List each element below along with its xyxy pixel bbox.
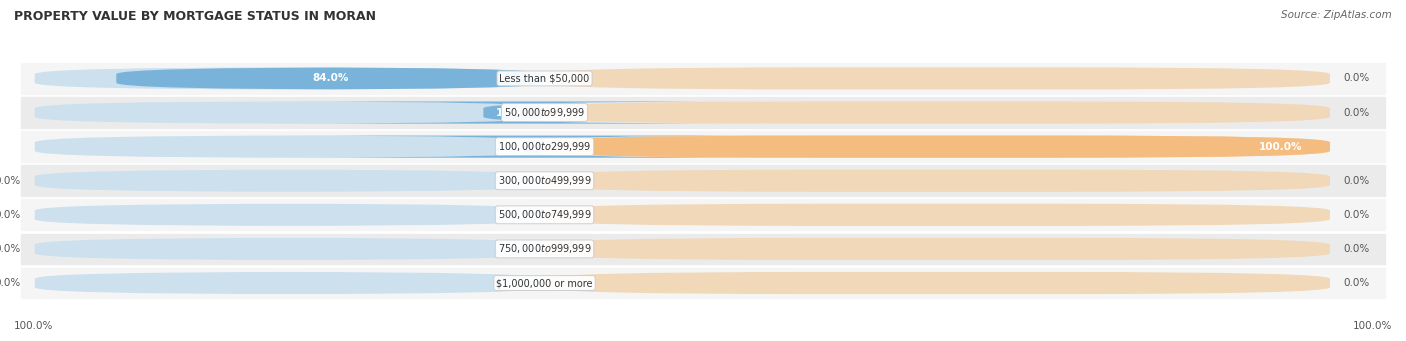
Text: 100.0%: 100.0% bbox=[1258, 142, 1302, 152]
Text: $50,000 to $99,999: $50,000 to $99,999 bbox=[503, 106, 585, 119]
FancyBboxPatch shape bbox=[544, 136, 1330, 158]
Text: 0.0%: 0.0% bbox=[0, 176, 21, 186]
Text: 100.0%: 100.0% bbox=[14, 321, 53, 331]
FancyBboxPatch shape bbox=[269, 102, 759, 124]
Text: 0.0%: 0.0% bbox=[1344, 244, 1369, 254]
FancyBboxPatch shape bbox=[35, 204, 544, 226]
FancyBboxPatch shape bbox=[544, 204, 1330, 226]
FancyBboxPatch shape bbox=[35, 272, 544, 294]
Text: 0.0%: 0.0% bbox=[0, 210, 21, 220]
FancyBboxPatch shape bbox=[35, 102, 544, 124]
Text: 0.0%: 0.0% bbox=[1344, 278, 1369, 288]
FancyBboxPatch shape bbox=[35, 68, 544, 90]
Text: $500,000 to $749,999: $500,000 to $749,999 bbox=[498, 208, 592, 221]
Text: Less than $50,000: Less than $50,000 bbox=[499, 73, 589, 84]
FancyBboxPatch shape bbox=[117, 68, 544, 90]
FancyBboxPatch shape bbox=[544, 68, 1330, 90]
FancyBboxPatch shape bbox=[35, 170, 544, 192]
FancyBboxPatch shape bbox=[544, 102, 1330, 124]
Text: 100.0%: 100.0% bbox=[1353, 321, 1392, 331]
Text: PROPERTY VALUE BY MORTGAGE STATUS IN MORAN: PROPERTY VALUE BY MORTGAGE STATUS IN MOR… bbox=[14, 10, 375, 23]
FancyBboxPatch shape bbox=[35, 136, 544, 158]
Text: Source: ZipAtlas.com: Source: ZipAtlas.com bbox=[1281, 10, 1392, 20]
FancyBboxPatch shape bbox=[544, 272, 1330, 294]
FancyBboxPatch shape bbox=[35, 238, 544, 260]
Text: 0.0%: 0.0% bbox=[0, 278, 21, 288]
Text: 0.0%: 0.0% bbox=[1344, 176, 1369, 186]
Text: $1,000,000 or more: $1,000,000 or more bbox=[496, 278, 593, 288]
FancyBboxPatch shape bbox=[544, 238, 1330, 260]
Text: 84.0%: 84.0% bbox=[312, 73, 349, 84]
Text: 0.0%: 0.0% bbox=[0, 244, 21, 254]
FancyBboxPatch shape bbox=[544, 170, 1330, 192]
FancyBboxPatch shape bbox=[544, 136, 1330, 158]
Text: 0.0%: 0.0% bbox=[1344, 107, 1369, 118]
Text: 4.0%: 4.0% bbox=[520, 142, 548, 152]
Text: $750,000 to $999,999: $750,000 to $999,999 bbox=[498, 242, 592, 255]
Text: $300,000 to $499,999: $300,000 to $499,999 bbox=[498, 174, 592, 187]
Text: 0.0%: 0.0% bbox=[1344, 73, 1369, 84]
FancyBboxPatch shape bbox=[269, 136, 800, 158]
Text: 12.0%: 12.0% bbox=[496, 107, 531, 118]
Text: $100,000 to $299,999: $100,000 to $299,999 bbox=[498, 140, 592, 153]
Text: 0.0%: 0.0% bbox=[1344, 210, 1369, 220]
